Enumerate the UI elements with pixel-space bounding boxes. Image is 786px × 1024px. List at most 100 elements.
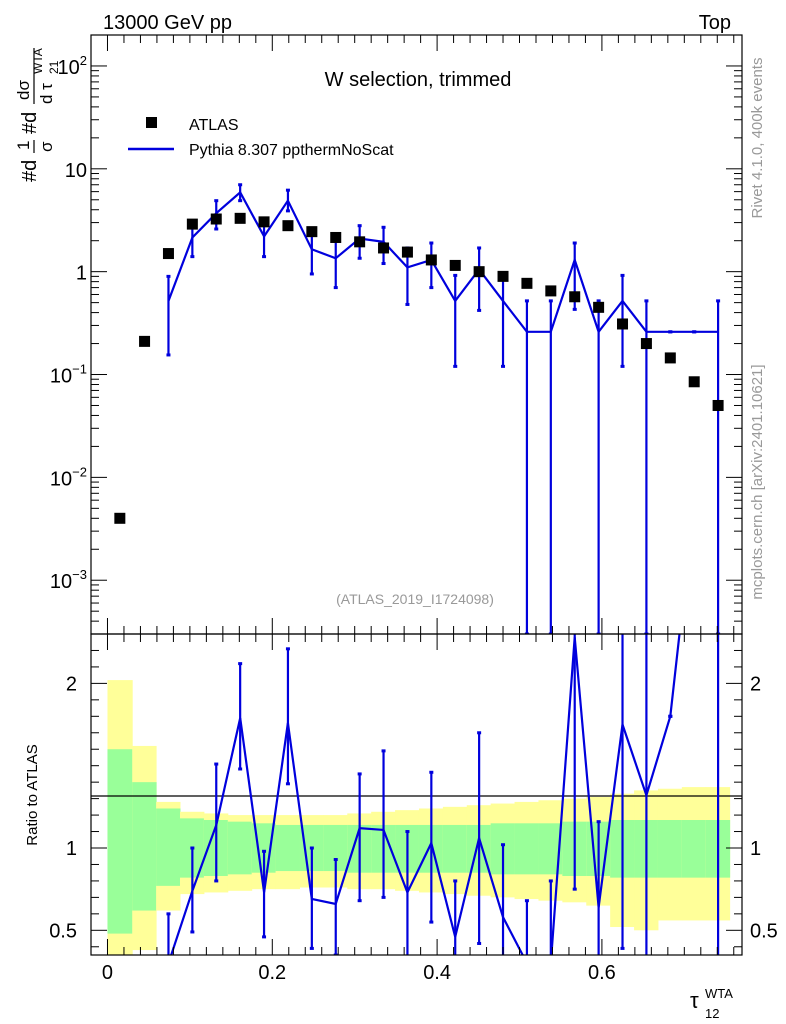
data-point <box>282 220 294 232</box>
mc-errorbar <box>285 188 290 213</box>
svg-text:τ: τ <box>690 988 699 1013</box>
mc-errorbar <box>309 231 314 276</box>
data-point <box>258 216 270 228</box>
data-point <box>425 254 437 266</box>
data-point <box>306 226 318 238</box>
ratio-errorbar <box>572 634 577 891</box>
data-point <box>449 259 461 271</box>
data-point <box>712 399 724 411</box>
analysis-label: (ATLAS_2019_I1724098) <box>336 591 494 607</box>
y-tick-label: 10 <box>65 160 87 182</box>
x-tick-label: 0.6 <box>588 962 616 984</box>
mc-errorbar <box>333 239 338 290</box>
ratio-errorbar <box>596 820 601 955</box>
data-point <box>114 512 126 524</box>
uncertainty-band-inner <box>442 824 468 873</box>
uncertainty-band-inner <box>156 808 181 886</box>
svg-text:d τ: d τ <box>37 83 56 104</box>
y-tick-label: 10−3 <box>50 567 87 593</box>
ratio-errorbar <box>309 846 314 950</box>
svg-text:1: 1 <box>14 141 33 150</box>
ratio-errorbar <box>548 879 553 955</box>
process-label: Top <box>699 12 731 34</box>
mc-curve <box>167 190 719 335</box>
ratio-errorbar <box>357 772 362 903</box>
data-point <box>545 285 557 297</box>
mc-errorbar <box>548 299 553 634</box>
svg-text:σ: σ <box>37 141 56 152</box>
data-point <box>139 335 151 347</box>
ratio-tick-label-left: 1 <box>66 838 77 860</box>
svg-text:#d: #d <box>19 112 41 134</box>
mc-errorbar <box>453 273 458 368</box>
ratio-tick-label-left: 2 <box>66 673 77 695</box>
ratio-errorbar <box>620 634 625 950</box>
data-point <box>640 338 652 350</box>
x-tick-label: 0 <box>102 962 113 984</box>
ratio-curve <box>170 634 681 955</box>
svg-text:#d: #d <box>19 160 41 182</box>
ratio-errorbar <box>381 749 386 899</box>
chart-title: W selection, trimmed <box>325 69 512 91</box>
ratio-tick-label-right: 0.5 <box>750 920 778 942</box>
energy-label: 13000 GeV pp <box>103 12 232 34</box>
legend-data-marker <box>146 117 157 128</box>
x-tick-label: 0.2 <box>258 962 286 984</box>
x-tick-label: 0.4 <box>423 962 451 984</box>
data-point <box>664 352 676 364</box>
uncertainty-band-inner <box>132 782 157 911</box>
ratio-errorbar <box>524 899 529 955</box>
uncertainty-band-inner <box>107 749 133 934</box>
mc-errorbar <box>166 274 171 357</box>
data-point <box>354 236 366 248</box>
data-point <box>330 231 342 243</box>
ratio-errorbar <box>262 849 267 939</box>
svg-text:WTA: WTA <box>31 48 45 74</box>
mc-errorbar <box>477 246 482 312</box>
data-point <box>378 242 390 254</box>
y-tick-label: 10−1 <box>50 362 87 388</box>
data-point <box>617 318 629 330</box>
ratio-errorbar <box>453 879 458 955</box>
ratio-errorbar <box>645 634 648 955</box>
data-point <box>593 301 605 313</box>
data-point <box>688 376 700 388</box>
uncertainty-band-inner <box>657 820 683 878</box>
uncertainty-band-inner <box>227 821 253 875</box>
ratio-errorbar <box>285 647 290 786</box>
mc-errorbar <box>716 299 721 634</box>
mc-errorbar <box>501 273 506 368</box>
ratio-errorbar <box>429 770 434 924</box>
data-point <box>210 213 222 225</box>
svg-text:dσ: dσ <box>14 80 33 100</box>
mcplots-credit: mcplots.cern.ch [arXiv:2401.10621] <box>749 364 766 599</box>
data-point <box>186 218 198 230</box>
svg-text:12: 12 <box>705 1006 719 1021</box>
data-point <box>569 291 581 303</box>
ratio-errorbar <box>717 634 720 955</box>
y-tick-label: 102 <box>58 53 87 79</box>
uncertainty-band-inner <box>514 823 539 875</box>
svg-text:WTA: WTA <box>705 986 733 1001</box>
ratio-errorbar <box>333 858 338 955</box>
mc-errorbar <box>238 183 243 203</box>
y-tick-label: 1 <box>76 263 87 285</box>
legend-mc-label: Pythia 8.307 ppthermNoScat <box>189 142 394 159</box>
data-point <box>473 266 485 278</box>
ratio-errorbar <box>477 731 482 945</box>
svg-text:21: 21 <box>47 60 61 74</box>
y-tick-label: 10−2 <box>50 464 87 490</box>
data-point <box>401 246 413 258</box>
ratio-errorbar <box>190 846 195 934</box>
ratio-tick-label-right: 1 <box>750 838 761 860</box>
ratio-errorbar <box>214 762 219 883</box>
main-y-axis-label: #d 1 σ #d dσ d τ WTA 21 <box>14 48 61 182</box>
mc-errorbar <box>644 299 649 634</box>
ratio-errorbar <box>166 912 171 955</box>
legend-data-label: ATLAS <box>189 117 239 134</box>
ratio-tick-label-right: 2 <box>750 673 761 695</box>
rivet-info: Rivet 4.1.0, 400k events <box>749 58 766 219</box>
ratio-tick-label-left: 0.5 <box>49 920 77 942</box>
ratio-y-axis-label: Ratio to ATLAS <box>24 744 41 845</box>
mc-errorbar <box>262 221 267 259</box>
